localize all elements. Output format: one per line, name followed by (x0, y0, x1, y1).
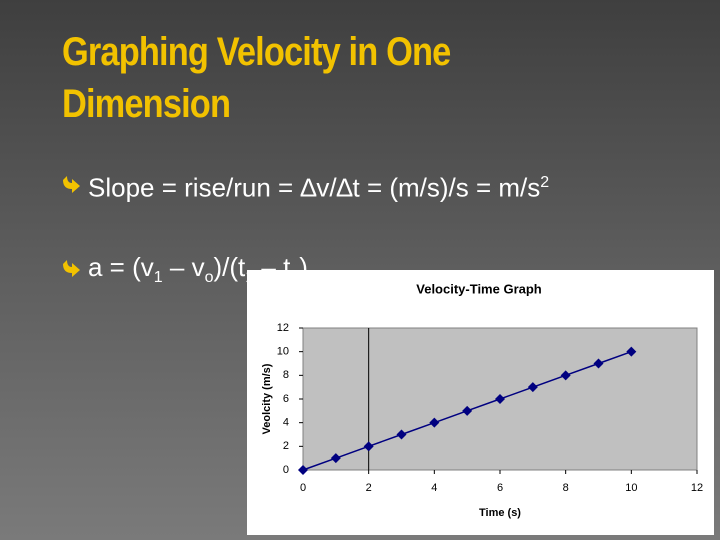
bullet-text: 2 (540, 174, 550, 191)
data-point (396, 429, 407, 440)
data-point (527, 382, 538, 393)
x-tick-label: 10 (625, 482, 637, 494)
data-point (593, 358, 604, 369)
bullet-text: Slope = rise/run = ∆v/∆t = (m/s)/s = m/s (88, 172, 541, 203)
bullet-arrow (63, 176, 80, 193)
data-point (330, 453, 341, 464)
title-line: Graphing Velocity in One (62, 30, 451, 74)
x-tick-label: 4 (431, 482, 437, 494)
x-tick-label: 6 (497, 482, 503, 494)
bullet-text: )/(t (213, 252, 246, 282)
bullet: Slope = rise/run = ∆v/∆t = (m/s)/s = m/s… (88, 166, 688, 205)
bullet-text: a = (v (88, 252, 154, 282)
bullet-text: ) (299, 252, 308, 282)
data-point (462, 405, 473, 416)
x-tick-label: 2 (366, 482, 372, 494)
bullet-text: 1 (153, 269, 163, 287)
x-tick-label: 12 (691, 482, 703, 494)
data-point (560, 370, 571, 381)
y-tick-label: 4 (283, 417, 289, 429)
x-tick-label: 0 (300, 482, 306, 494)
bullet-text: o (204, 269, 214, 287)
data-point (429, 417, 440, 428)
y-tick-label: 6 (283, 393, 289, 405)
y-tick-label: 12 (277, 322, 289, 334)
bullet-arrow (63, 260, 80, 277)
bullet-text: – v (162, 252, 205, 282)
data-point (495, 394, 505, 404)
chart-title: Velocity-Time Graph (416, 281, 542, 296)
title-line: Dimension (62, 82, 231, 126)
y-tick-label: 8 (283, 369, 289, 381)
y-axis-label: Veolcity (m/s) (261, 363, 273, 434)
data-point (626, 346, 637, 357)
y-tick-label: 2 (283, 440, 289, 452)
y-tick-label: 10 (277, 346, 289, 358)
y-tick-label: 0 (283, 464, 289, 476)
data-point (363, 441, 374, 452)
x-axis-label: Time (s) (479, 507, 521, 519)
x-tick-label: 8 (563, 482, 569, 494)
slide-title: Graphing Velocity in One Dimension (62, 26, 451, 130)
data-point (298, 465, 308, 475)
chart: Velocity-Time Graph Time (s) Veolcity (m… (247, 270, 714, 535)
